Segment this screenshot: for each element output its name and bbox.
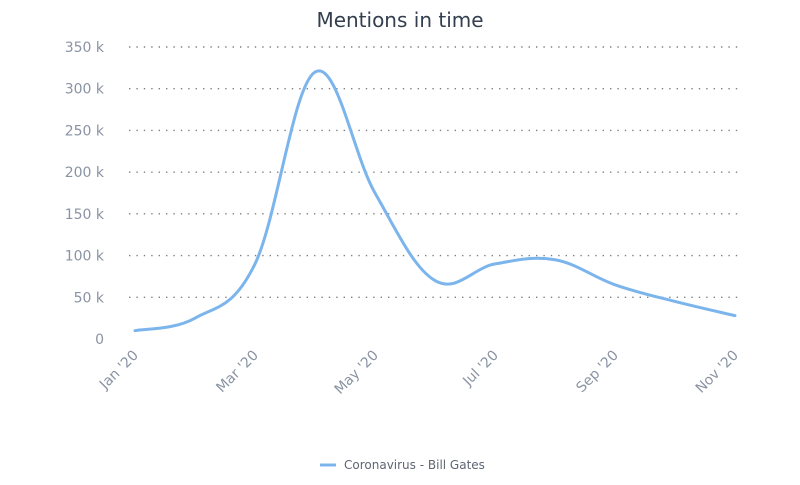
series-lines: [133, 69, 737, 333]
x-tick-label: Mar '20: [213, 348, 261, 396]
y-axis-ticks: 0 50 k 100 k 150 k 200 k 250 k 300 k 350 k: [65, 40, 105, 348]
y-tick-label: 0: [95, 332, 104, 348]
y-tick-label: 300 k: [65, 82, 105, 98]
legend[interactable]: Coronavirus - Bill Gates: [320, 458, 485, 472]
y-tick-label: 350 k: [65, 40, 105, 56]
legend-label[interactable]: Coronavirus - Bill Gates: [344, 458, 485, 472]
x-tick-label: Jul '20: [459, 348, 501, 390]
y-tick-label: 200 k: [65, 165, 105, 181]
x-tick-label: May '20: [332, 348, 382, 398]
y-tick-label: 100 k: [65, 249, 105, 265]
x-tick-label: Sep '20: [573, 348, 621, 396]
x-tick-label: Nov '20: [693, 348, 742, 397]
y-tick-label: 250 k: [65, 123, 105, 139]
y-tick-label: 150 k: [65, 207, 105, 223]
series-line[interactable]: [133, 69, 737, 333]
chart-title: Mentions in time: [316, 8, 483, 32]
x-tick-label: Jan '20: [96, 348, 142, 394]
y-tick-label: 50 k: [74, 290, 105, 306]
grid-lines: [129, 46, 740, 298]
x-axis-ticks: Jan '20 Mar '20 May '20 Jul '20 Sep '20 Nov '…: [96, 348, 742, 398]
